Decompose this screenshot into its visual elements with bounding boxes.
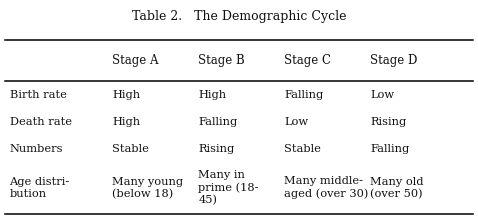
Text: Stage D: Stage D	[370, 54, 418, 67]
Text: Low: Low	[284, 117, 308, 127]
Text: Many middle-
aged (over 30): Many middle- aged (over 30)	[284, 176, 369, 199]
Text: Stable: Stable	[284, 144, 321, 154]
Text: Rising: Rising	[370, 117, 407, 127]
Text: Low: Low	[370, 90, 394, 100]
Text: Death rate: Death rate	[10, 117, 72, 127]
Text: Stable: Stable	[112, 144, 149, 154]
Text: Many in
prime (18-
45): Many in prime (18- 45)	[198, 170, 259, 205]
Text: Stage C: Stage C	[284, 54, 331, 67]
Text: Age distri-
bution: Age distri- bution	[10, 177, 70, 199]
Text: Rising: Rising	[198, 144, 235, 154]
Text: High: High	[112, 117, 141, 127]
Text: Many old
(over 50): Many old (over 50)	[370, 177, 424, 199]
Text: High: High	[198, 90, 227, 100]
Text: Birth rate: Birth rate	[10, 90, 66, 100]
Text: Falling: Falling	[198, 117, 238, 127]
Text: Many young
(below 18): Many young (below 18)	[112, 177, 184, 199]
Text: Falling: Falling	[284, 90, 324, 100]
Text: Numbers: Numbers	[10, 144, 63, 154]
Text: Stage A: Stage A	[112, 54, 159, 67]
Text: Stage B: Stage B	[198, 54, 245, 67]
Text: Table 2.   The Demographic Cycle: Table 2. The Demographic Cycle	[132, 10, 346, 23]
Text: High: High	[112, 90, 141, 100]
Text: Falling: Falling	[370, 144, 410, 154]
